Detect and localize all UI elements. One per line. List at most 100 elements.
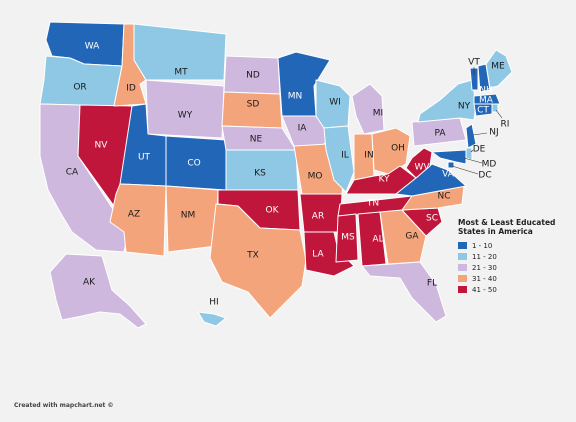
state-label-ms: MS — [341, 233, 355, 243]
state-label-nd: ND — [246, 71, 260, 81]
legend-swatch — [458, 264, 467, 271]
state-nj — [465, 123, 477, 149]
state-label-wi: WI — [329, 98, 341, 108]
state-la — [303, 231, 355, 277]
state-label-wv: WV — [414, 163, 430, 173]
state-label-in: IN — [364, 151, 373, 161]
legend-item: 21 - 30 — [458, 262, 570, 273]
state-hi — [197, 311, 227, 327]
leader-line-md — [463, 157, 483, 164]
legend-item: 11 - 20 — [458, 251, 570, 262]
state-label-mo: MO — [308, 172, 323, 182]
state-ct — [473, 103, 493, 117]
state-label-wy: WY — [178, 111, 193, 121]
legend-label: 41 - 50 — [472, 285, 497, 294]
state-label-ma: MA — [479, 96, 494, 106]
state-ga — [379, 209, 427, 265]
state-ms — [335, 213, 359, 263]
state-label-nm: NM — [181, 211, 196, 221]
state-label-ri: RI — [501, 120, 510, 130]
state-il — [323, 125, 355, 193]
state-label-nh: NH — [479, 86, 493, 96]
state-label-mn: MN — [288, 92, 303, 102]
state-label-ny: NY — [458, 102, 471, 112]
state-label-la: LA — [312, 250, 324, 260]
state-label-ca: CA — [66, 168, 79, 178]
legend-items: 1 - 10 11 - 20 21 - 30 31 - 40 41 - 50 — [458, 240, 570, 295]
state-tx — [209, 203, 307, 319]
state-label-hi: HI — [209, 298, 218, 308]
state-label-il: IL — [341, 151, 349, 161]
credit-text: Created with mapchart.net © — [14, 402, 114, 409]
legend-swatch — [458, 275, 467, 282]
state-label-co: CO — [187, 159, 200, 169]
state-label-al: AL — [372, 235, 383, 245]
legend-label: 11 - 20 — [472, 252, 497, 261]
state-wy — [145, 79, 225, 139]
state-label-az: AZ — [128, 210, 140, 220]
state-label-fl: FL — [427, 279, 437, 289]
state-me — [485, 49, 513, 89]
state-label-ut: UT — [138, 153, 151, 163]
state-label-mt: MT — [174, 68, 188, 78]
state-label-ga: GA — [405, 232, 419, 242]
state-dc — [447, 161, 455, 169]
state-label-pa: PA — [434, 129, 446, 139]
states-layer — [39, 21, 513, 329]
state-wv — [405, 147, 433, 179]
state-label-or: OR — [73, 83, 86, 93]
leader-line-ri — [495, 109, 503, 119]
state-sd — [221, 91, 283, 129]
state-de — [465, 147, 473, 161]
state-label-dc: DC — [478, 171, 491, 181]
state-md — [431, 149, 467, 165]
legend: Most & Least Educated States in America … — [458, 218, 570, 295]
state-label-tx: TX — [246, 251, 259, 261]
state-mi — [351, 83, 385, 135]
leader-line-de — [470, 149, 474, 153]
state-label-me: ME — [491, 62, 505, 72]
state-label-ks: KS — [254, 169, 266, 179]
legend-label: 1 - 10 — [472, 241, 493, 250]
state-label-ak: AK — [83, 278, 96, 288]
legend-swatch — [458, 242, 467, 249]
state-label-oh: OH — [391, 144, 405, 154]
state-label-sc: SC — [426, 214, 438, 224]
state-label-nv: NV — [95, 141, 109, 151]
legend-title: Most & Least Educated States in America — [458, 218, 556, 236]
legend-label: 31 - 40 — [472, 274, 497, 283]
leader-lines — [451, 67, 503, 175]
state-oh — [371, 127, 411, 175]
state-label-va: VA — [442, 170, 455, 180]
state-labels: WA OR CA NV ID MT WY UT CO AZ NM ND SD NE KS OK TX MN IA MO… — [66, 42, 510, 308]
state-label-sd: SD — [247, 100, 260, 110]
leader-line-nj — [472, 132, 488, 136]
state-ma — [473, 93, 501, 105]
state-az — [109, 183, 167, 257]
state-label-ia: IA — [298, 124, 308, 134]
state-label-mi: MI — [373, 109, 383, 119]
state-label-md: MD — [482, 160, 497, 170]
state-label-nj: NJ — [489, 128, 498, 138]
state-label-vt: VT — [468, 58, 480, 68]
state-ak — [49, 253, 147, 329]
legend-swatch — [458, 253, 467, 260]
state-label-ne: NE — [250, 135, 263, 145]
state-label-de: DE — [473, 145, 486, 155]
legend-label: 21 - 30 — [472, 263, 497, 272]
state-label-ar: AR — [312, 212, 324, 222]
state-label-ky: KY — [378, 175, 390, 185]
leader-line-dc — [451, 165, 479, 175]
state-label-wa: WA — [85, 42, 100, 52]
state-label-tn: TN — [366, 199, 379, 209]
state-label-ct: CT — [477, 106, 489, 116]
legend-item: 31 - 40 — [458, 273, 570, 284]
legend-swatch — [458, 286, 467, 293]
legend-item: 1 - 10 — [458, 240, 570, 251]
state-mt — [133, 23, 227, 81]
state-label-id: ID — [126, 84, 136, 94]
state-label-nc: NC — [437, 192, 450, 202]
state-vt — [469, 67, 479, 91]
legend-item: 41 - 50 — [458, 284, 570, 295]
